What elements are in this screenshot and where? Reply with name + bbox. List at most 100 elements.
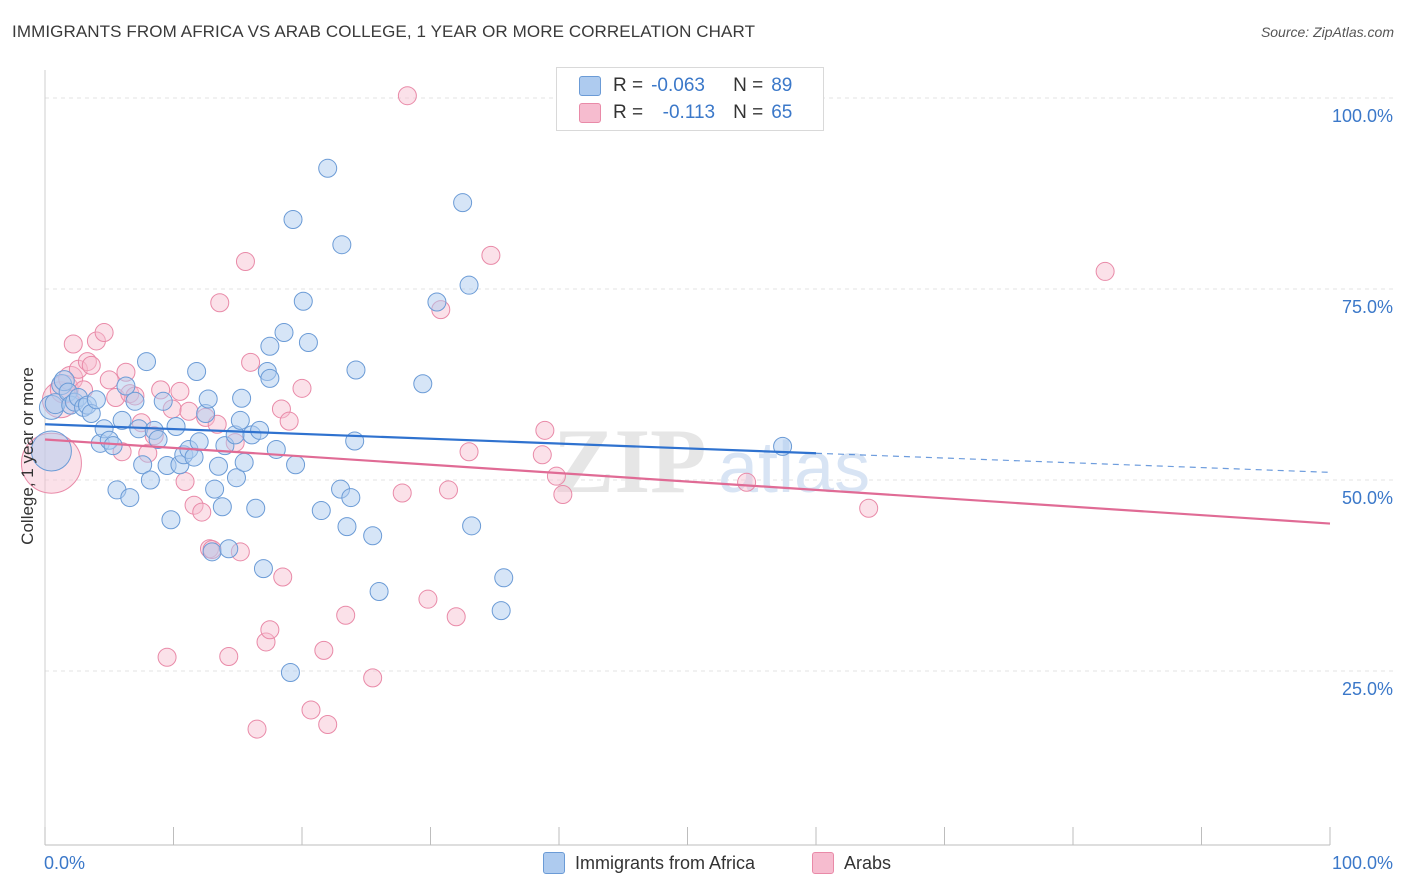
y-tick-label: 50.0% — [1342, 488, 1393, 508]
africa-point — [260, 336, 280, 356]
legend-r-label: R = — [613, 75, 644, 96]
africa-point — [230, 410, 250, 430]
arabs-point — [481, 245, 501, 265]
watermark-atlas: atlas — [718, 428, 870, 508]
axes — [44, 827, 1331, 846]
arabs-point — [1095, 261, 1115, 281]
legend-n-value-arabs: 65 — [771, 102, 793, 123]
series-legend: Immigrants from Africa Arabs — [0, 852, 1406, 876]
arabs-point — [63, 334, 83, 354]
arabs-point — [532, 445, 552, 465]
arabs-point — [170, 381, 190, 401]
arabs-point — [175, 472, 195, 492]
arabs-point — [292, 378, 312, 398]
x-tick-label: 0.0% — [44, 853, 85, 873]
arabs-point — [77, 352, 97, 372]
africa-point — [260, 368, 280, 388]
africa-point — [153, 391, 173, 411]
africa-point — [137, 352, 157, 372]
chart-title: IMMIGRANTS FROM AFRICA VS ARAB COLLEGE, … — [12, 22, 756, 41]
legend-r-value-arabs: -0.113 — [662, 102, 716, 123]
africa-point — [274, 323, 294, 343]
africa-point — [86, 390, 106, 410]
arabs-point — [94, 323, 114, 343]
y-tick-label: 75.0% — [1342, 297, 1393, 317]
arabs-point — [271, 399, 291, 419]
arabs-point — [459, 442, 479, 462]
africa-point — [140, 470, 160, 490]
africa-point — [491, 601, 511, 621]
africa-point — [234, 452, 254, 472]
africa-point — [494, 568, 514, 588]
africa-point — [103, 436, 123, 456]
africa-trend-line — [44, 423, 817, 455]
arabs-trend-line — [44, 438, 1331, 525]
arabs-point — [418, 589, 438, 609]
africa-point — [253, 559, 273, 579]
africa-point — [112, 410, 132, 430]
africa-point — [462, 516, 482, 536]
africa-point — [280, 663, 300, 683]
arabs-point — [210, 293, 230, 313]
africa-point — [148, 430, 168, 450]
africa-point — [427, 292, 447, 312]
y-axis-label: College, 1 year or more — [18, 367, 37, 545]
africa-point — [161, 510, 181, 530]
africa-point — [205, 479, 225, 499]
arabs-point — [256, 632, 276, 652]
africa-point — [332, 235, 352, 255]
tick-labels: 100.0% 75.0% 50.0% 25.0% 0.0% 100.0% — [44, 106, 1393, 873]
africa-point — [120, 488, 140, 508]
arabs-point — [553, 485, 573, 505]
africa-point — [459, 275, 479, 295]
y-tick-label: 25.0% — [1342, 679, 1393, 699]
arabs-point — [392, 483, 412, 503]
legend-swatch-arabs — [579, 103, 601, 123]
arabs-point — [184, 495, 204, 515]
arabs-point — [397, 86, 417, 106]
arabs-point — [535, 420, 555, 440]
africa-point — [311, 501, 331, 521]
africa-point — [133, 455, 153, 475]
arabs-point — [438, 480, 458, 500]
legend-n-label: N = — [733, 102, 764, 123]
arabs-point — [859, 498, 879, 518]
africa-trend-extension — [815, 452, 1331, 473]
arabs-point — [157, 647, 177, 667]
arabs-point — [737, 472, 757, 492]
legend-row-africa: R = -0.063 N = 89 — [579, 74, 792, 98]
series-swatch-arabs — [812, 852, 834, 874]
africa-point — [250, 420, 270, 440]
series-swatch-africa — [543, 852, 565, 874]
africa-point — [208, 456, 228, 476]
arabs-point — [363, 668, 383, 688]
arabs-point — [219, 646, 239, 666]
arabs-point — [301, 700, 321, 720]
series-legend-arabs[interactable]: Arabs — [812, 852, 891, 874]
arabs-point — [235, 251, 255, 271]
source-label: Source: ZipAtlas.com — [1260, 24, 1394, 40]
arabs-point — [241, 352, 261, 372]
arabs-point — [546, 466, 566, 486]
africa-point — [187, 362, 207, 382]
arabs-point — [318, 714, 338, 734]
series-legend-africa[interactable]: Immigrants from Africa — [543, 852, 755, 874]
arabs-point — [192, 502, 212, 522]
africa-point — [453, 193, 473, 213]
arabs-point — [81, 355, 101, 375]
legend-swatch-africa — [579, 76, 601, 96]
africa-point — [337, 517, 357, 537]
africa-point — [116, 376, 136, 396]
africa-point — [226, 468, 246, 488]
africa-point — [246, 498, 266, 518]
africa-point — [212, 497, 232, 517]
legend-r-label: R = — [613, 102, 644, 123]
africa-point — [413, 374, 433, 394]
arabs-point — [336, 605, 356, 625]
africa-point — [283, 209, 303, 229]
arabs-point — [279, 411, 299, 431]
africa-point — [232, 388, 252, 408]
arabs-point — [247, 719, 267, 739]
africa-point — [286, 455, 306, 475]
